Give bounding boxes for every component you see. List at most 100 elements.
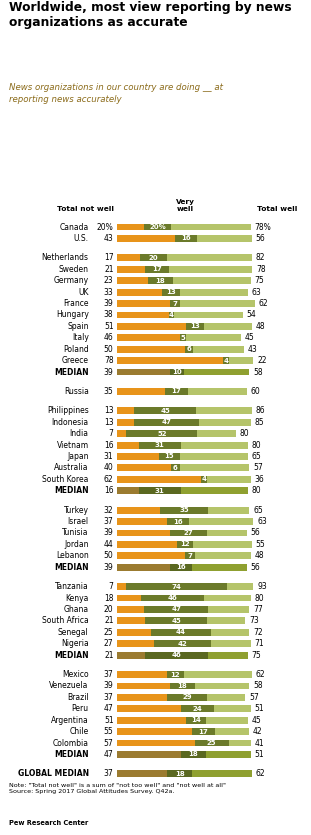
Text: 17: 17 [152, 266, 162, 272]
Text: 39: 39 [104, 563, 114, 572]
Text: 58: 58 [253, 367, 263, 377]
Bar [140, 255, 167, 261]
Text: 37: 37 [104, 517, 114, 526]
Bar [173, 277, 251, 284]
Bar [179, 289, 248, 296]
Bar [117, 277, 148, 284]
Text: Brazil: Brazil [67, 693, 89, 702]
Text: GLOBAL MEDIAN: GLOBAL MEDIAN [17, 769, 89, 778]
Text: 20%: 20% [97, 222, 114, 231]
Bar [138, 442, 181, 448]
Text: Poland: Poland [63, 345, 89, 354]
Bar [126, 583, 227, 590]
Bar [117, 507, 160, 514]
Bar [170, 564, 192, 570]
Text: 41: 41 [254, 738, 264, 747]
Text: 72: 72 [253, 628, 263, 637]
Text: 23: 23 [104, 276, 114, 286]
Bar [117, 311, 169, 318]
Text: Italy: Italy [72, 333, 89, 342]
Text: 62: 62 [104, 475, 114, 483]
Bar [117, 583, 126, 590]
Text: Note: "Total not well" is a sum of "not too well" and "not well at all"
Source: : Note: "Total not well" is a sum of "not … [9, 783, 226, 794]
Text: 12: 12 [180, 541, 190, 548]
Bar [117, 617, 145, 625]
Text: 62: 62 [256, 769, 266, 778]
Bar [197, 430, 236, 437]
Bar [167, 694, 207, 701]
Text: 22: 22 [257, 356, 267, 365]
Bar [117, 442, 138, 448]
Bar [117, 553, 185, 559]
Text: 86: 86 [256, 407, 266, 415]
Bar [144, 606, 208, 613]
Text: Lebanon: Lebanon [56, 551, 89, 560]
Bar [117, 407, 134, 414]
Text: 42: 42 [253, 727, 263, 736]
Text: 21: 21 [104, 616, 114, 625]
Bar [117, 529, 170, 536]
Bar [160, 507, 208, 514]
Text: Greece: Greece [62, 356, 89, 365]
Text: 27: 27 [104, 640, 114, 648]
Text: 56: 56 [256, 234, 266, 243]
Text: 25: 25 [104, 628, 114, 637]
Bar [117, 519, 167, 525]
Text: 75: 75 [254, 276, 264, 286]
Text: 25: 25 [207, 740, 216, 746]
Bar [138, 488, 181, 494]
Text: 80: 80 [252, 441, 261, 449]
Text: 13: 13 [104, 407, 114, 415]
Bar [186, 323, 204, 330]
Text: 17: 17 [199, 729, 208, 735]
Bar [186, 716, 206, 724]
Text: 60: 60 [250, 387, 260, 396]
Text: Senegal: Senegal [58, 628, 89, 637]
Text: 18: 18 [156, 278, 165, 284]
Text: 51: 51 [254, 704, 264, 713]
Text: 57: 57 [104, 738, 114, 747]
Bar [117, 300, 170, 307]
Text: 48: 48 [254, 551, 264, 560]
Text: 16: 16 [182, 235, 191, 241]
Bar [179, 453, 248, 460]
Text: 29: 29 [182, 695, 192, 701]
Bar [208, 651, 248, 659]
Bar [170, 368, 184, 376]
Text: 82: 82 [256, 253, 265, 262]
Bar [117, 640, 154, 647]
Text: 18: 18 [104, 594, 114, 603]
Text: 38: 38 [104, 311, 114, 320]
Text: 56: 56 [250, 529, 260, 538]
Bar [223, 357, 229, 364]
Text: India: India [70, 429, 89, 438]
Text: 39: 39 [104, 529, 114, 538]
Bar [117, 430, 126, 437]
Text: 44: 44 [176, 630, 186, 635]
Text: 6: 6 [187, 347, 192, 352]
Text: Mexico: Mexico [62, 670, 89, 679]
Bar [169, 266, 252, 273]
Text: Germany: Germany [53, 276, 89, 286]
Bar [167, 671, 184, 678]
Text: 43: 43 [248, 345, 258, 354]
Text: U.S.: U.S. [74, 234, 89, 243]
Text: 7: 7 [109, 429, 114, 438]
Text: Total not well: Total not well [57, 205, 114, 211]
Text: 63: 63 [252, 287, 262, 296]
Text: 78: 78 [104, 356, 114, 365]
Text: Israel: Israel [67, 517, 89, 526]
Bar [162, 289, 179, 296]
Text: Chile: Chile [69, 727, 89, 736]
Text: Argentina: Argentina [51, 716, 89, 725]
Bar [170, 300, 179, 307]
Text: 35: 35 [179, 507, 189, 514]
Bar [204, 323, 252, 330]
Bar [117, 255, 140, 261]
Bar [117, 323, 186, 330]
Text: 45: 45 [171, 618, 181, 624]
Text: South Africa: South Africa [42, 616, 89, 625]
Bar [145, 617, 207, 625]
Bar [117, 334, 179, 342]
Bar [117, 266, 145, 273]
